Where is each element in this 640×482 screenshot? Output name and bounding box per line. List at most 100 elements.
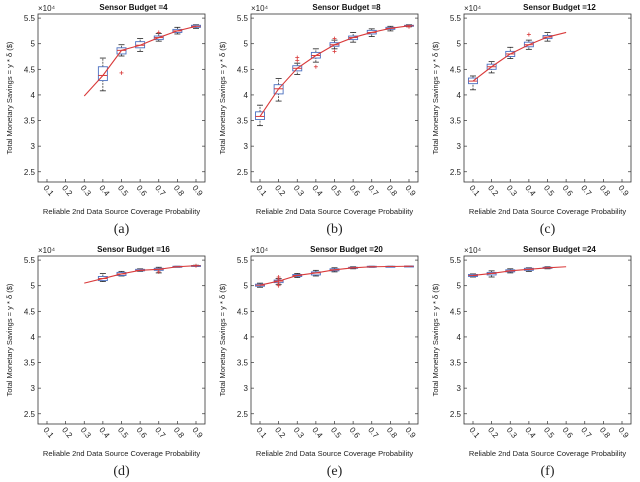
x-tick-label: 0.9 <box>616 184 630 199</box>
box-0.7 <box>153 266 164 274</box>
y-axis-label: Total Monetary Savings = y * δ ($) <box>5 283 14 396</box>
box-0.7 <box>153 30 164 42</box>
x-tick-label: 0.6 <box>561 426 575 441</box>
panel-caption: (f) <box>541 464 555 479</box>
chart-panel-c: 2.5 3 3.5 4 4.5 5 5.5 ×10⁴ Sensor Budget =12 Tota… <box>426 0 639 240</box>
chart-title: Sensor Budget =20 <box>310 245 383 254</box>
x-tick-label: 0.4 <box>97 426 111 441</box>
y-axis-label: Total Monetary Savings = y * δ ($) <box>431 41 440 154</box>
x-tick-label: 0.2 <box>60 184 74 199</box>
x-tick-label: 0.1 <box>254 184 268 199</box>
x-tick-label: 0.3 <box>505 426 519 441</box>
x-tick-label: 0.6 <box>348 184 362 199</box>
box-0.9 <box>404 24 414 29</box>
x-tick-label: 0.7 <box>579 426 593 441</box>
x-tick-label: 0.9 <box>403 426 417 441</box>
y-axis-label: Total Monetary Savings = y * δ ($) <box>5 41 14 154</box>
box-0.1 <box>255 282 265 288</box>
x-tick-label: 0.3 <box>292 426 306 441</box>
y-tick-label: 3.5 <box>24 359 36 368</box>
iqr-box <box>116 47 127 55</box>
panel-caption: (d) <box>113 464 130 479</box>
x-axis-label: Reliable 2nd Data Source Coverage Probab… <box>43 207 200 216</box>
x-tick-label: 0.7 <box>366 184 380 199</box>
y-tick-label: 3.5 <box>450 359 462 368</box>
y-tick-label: 4.5 <box>450 65 462 74</box>
x-tick-label: 0.7 <box>366 426 380 441</box>
y-tick-label: 3.5 <box>450 117 462 126</box>
box-0.8 <box>172 26 183 35</box>
y-tick-label: 4 <box>244 91 249 100</box>
y-tick-label: 5 <box>244 40 249 49</box>
y-tick-label: 3 <box>31 142 36 151</box>
y-tick-label: 3 <box>457 142 462 151</box>
box-0.2 <box>486 61 497 74</box>
chart-title: Sensor Budget =8 <box>312 3 381 12</box>
chart-title: Sensor Budget =24 <box>523 245 596 254</box>
y-axis-label: Total Monetary Savings = y * δ ($) <box>218 283 227 396</box>
y-multiplier: ×10⁴ <box>38 4 56 13</box>
x-axis-label: Reliable 2nd Data Source Coverage Probab… <box>469 449 626 458</box>
x-tick-label: 0.5 <box>542 426 556 441</box>
panel-caption: (c) <box>540 222 556 237</box>
x-tick-label: 0.2 <box>486 184 500 199</box>
y-tick-label: 2.5 <box>450 168 462 177</box>
x-axis-label: Reliable 2nd Data Source Coverage Probab… <box>256 449 413 458</box>
x-tick-label: 0.6 <box>135 184 149 199</box>
y-tick-label: 5 <box>31 40 36 49</box>
x-tick-label: 0.4 <box>523 426 537 441</box>
y-tick-label: 5.5 <box>450 256 462 265</box>
x-tick-label: 0.3 <box>292 184 306 199</box>
panel-caption: (e) <box>327 464 343 479</box>
x-tick-label: 0.1 <box>254 426 268 441</box>
x-tick-label: 0.4 <box>97 184 111 199</box>
median-line <box>84 265 197 284</box>
x-tick-label: 0.9 <box>190 426 204 441</box>
y-multiplier: ×10⁴ <box>464 4 482 13</box>
chart-panel-e: 2.5 3 3.5 4 4.5 5 5.5 ×10⁴ Sensor Budget =20 Tota… <box>213 242 426 482</box>
iqr-box <box>135 41 146 49</box>
x-tick-label: 0.8 <box>172 184 186 199</box>
y-multiplier: ×10⁴ <box>251 246 269 255</box>
box-0.9 <box>191 24 201 29</box>
chart-panel-a: 2.5 3 3.5 4 4.5 5 5.5 ×10⁴ Sensor Budget =4 Total… <box>0 0 213 240</box>
chart-svg: 2.5 3 3.5 4 4.5 5 5.5×10⁴ Sensor Budget =4 Total… <box>5 3 206 237</box>
y-tick-label: 3.5 <box>237 117 249 126</box>
chart-svg: 2.5 3 3.5 4 4.5 5 5.5×10⁴ Sensor Budget =8 Total… <box>218 3 419 237</box>
y-tick-label: 5 <box>457 282 462 291</box>
panel-caption: (a) <box>114 222 130 237</box>
iqr-box <box>255 111 265 120</box>
x-tick-label: 0.7 <box>153 426 167 441</box>
y-tick-label: 4 <box>244 333 249 342</box>
y-multiplier: ×10⁴ <box>251 4 269 13</box>
y-tick-label: 5.5 <box>450 14 462 23</box>
chart-title: Sensor Budget =16 <box>97 245 170 254</box>
box-0.4 <box>97 273 108 283</box>
chart-panel-d: 2.5 3 3.5 4 4.5 5 5.5 ×10⁴ Sensor Budget =16 Tota… <box>0 242 213 482</box>
chart-panel-b: 2.5 3 3.5 4 4.5 5 5.5 ×10⁴ Sensor Budget =8 Total… <box>213 0 426 240</box>
y-tick-label: 4.5 <box>237 307 249 316</box>
chart-svg: 2.5 3 3.5 4 4.5 5 5.5×10⁴ Sensor Budget =24 Tota… <box>431 245 632 479</box>
y-tick-label: 4 <box>457 333 462 342</box>
x-tick-label: 0.4 <box>310 184 324 199</box>
x-tick-label: 0.2 <box>60 426 74 441</box>
y-tick-label: 4 <box>31 333 36 342</box>
y-tick-label: 3.5 <box>24 117 36 126</box>
x-tick-label: 0.7 <box>579 184 593 199</box>
axes-box <box>37 13 206 183</box>
box-0.3 <box>505 46 516 59</box>
chart-svg: 2.5 3 3.5 4 4.5 5 5.5×10⁴ Sensor Budget =12 Tota… <box>431 3 632 237</box>
x-tick-label: 0.3 <box>79 426 93 441</box>
y-tick-label: 3 <box>31 384 36 393</box>
median-line <box>472 266 567 277</box>
x-tick-label: 0.5 <box>116 184 130 199</box>
panel-caption: (b) <box>326 222 343 237</box>
y-tick-label: 5 <box>31 282 36 291</box>
y-multiplier: ×10⁴ <box>38 246 56 255</box>
x-tick-label: 0.6 <box>135 426 149 441</box>
y-tick-label: 5.5 <box>24 14 36 23</box>
box-0.1 <box>255 104 265 127</box>
chart-title: Sensor Budget =12 <box>523 3 596 12</box>
y-tick-label: 3 <box>457 384 462 393</box>
